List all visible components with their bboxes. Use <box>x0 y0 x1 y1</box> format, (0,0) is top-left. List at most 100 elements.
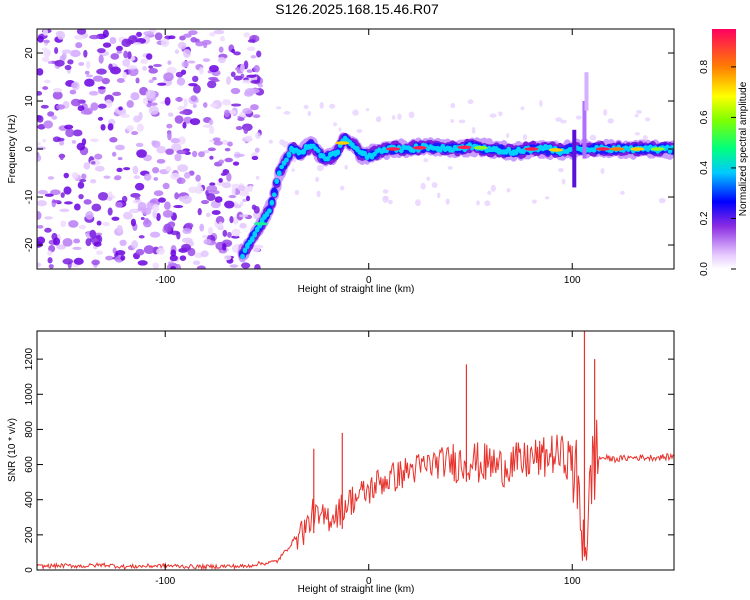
heatmap-cell <box>179 255 187 261</box>
heatmap-cell <box>37 211 42 220</box>
heatmap-cell <box>115 201 123 208</box>
y-tick-label: 1200 <box>24 348 35 371</box>
heatmap-cell <box>63 172 70 179</box>
heatmap-cell <box>138 111 143 121</box>
heatmap-cell <box>187 247 196 257</box>
heatmap-cell <box>81 173 87 180</box>
heatmap-cell <box>64 124 74 130</box>
heatmap-cell <box>192 75 199 83</box>
heatmap-cell <box>208 64 219 73</box>
heatmap-cell <box>572 129 577 188</box>
heatmap-cell <box>192 260 201 266</box>
heatmap-cell <box>134 182 145 191</box>
heatmap-cell <box>70 98 82 107</box>
heatmap-cell <box>283 111 291 115</box>
heatmap-cell <box>102 29 109 38</box>
heatmap-cell <box>54 47 59 54</box>
heatmap-cell <box>181 195 192 204</box>
heatmap-cell <box>42 29 48 36</box>
heatmap-cell <box>162 209 174 218</box>
heatmap-cell <box>162 182 170 190</box>
heatmap-cell <box>118 106 123 111</box>
heatmap-cell <box>97 103 107 109</box>
heatmap-cell <box>252 231 258 238</box>
heatmap-cell <box>489 113 497 118</box>
heatmap-cell <box>37 262 41 268</box>
heatmap-cell <box>250 79 261 84</box>
heatmap-cell <box>505 133 510 139</box>
heatmap-cell <box>420 182 426 190</box>
heatmap-cell <box>57 30 66 40</box>
heatmap-cell <box>203 238 212 245</box>
heatmap-cell <box>91 259 100 266</box>
heatmap-cell <box>242 198 248 202</box>
heatmap-cell <box>471 127 476 134</box>
y-tick-label: -20 <box>24 237 35 252</box>
heatmap-cell <box>365 108 370 112</box>
x-tick-label: 0 <box>366 576 372 587</box>
heatmap-cell <box>94 165 105 172</box>
heatmap-cell <box>237 185 246 192</box>
heatmap-cell <box>148 79 154 84</box>
heatmap-cell <box>256 50 262 58</box>
heatmap-cell <box>79 178 87 183</box>
heatmap-cell <box>558 168 564 173</box>
heatmap-cell <box>426 176 431 182</box>
heatmap-cell <box>506 188 511 193</box>
heatmap-cell <box>242 247 248 254</box>
heatmap-cell <box>102 221 110 227</box>
heatmap-cell <box>88 90 99 96</box>
heatmap-cell <box>386 147 401 151</box>
heatmap-cell <box>91 203 102 212</box>
heatmap-cell <box>126 100 134 108</box>
heatmap-cell <box>476 200 480 206</box>
heatmap-cell <box>344 164 348 170</box>
heatmap-cell <box>170 266 176 269</box>
y-tick-label: 0 <box>24 567 35 573</box>
heatmap-cell <box>166 80 173 85</box>
heatmap-cell <box>128 67 139 77</box>
heatmap-cell <box>307 111 312 117</box>
heatmap-cell <box>240 253 245 260</box>
heatmap-cell <box>232 216 239 225</box>
heatmap-cell <box>48 264 54 269</box>
heatmap-cell <box>202 58 211 63</box>
heatmap-cell <box>319 102 324 109</box>
heatmap-cell <box>218 221 223 229</box>
heatmap-cell <box>231 48 236 54</box>
heatmap-cell <box>136 31 143 37</box>
heatmap-cell <box>69 89 77 95</box>
heatmap-cell <box>218 159 225 165</box>
heatmap-cell <box>76 142 86 151</box>
colorbar-tick-label: 0.8 <box>699 60 710 74</box>
heatmap-cell <box>224 147 231 152</box>
heatmap-cell <box>238 214 249 218</box>
heatmap-cell <box>62 238 73 247</box>
heatmap-cell <box>116 50 123 54</box>
heatmap-cell <box>158 197 166 203</box>
heatmap-cell <box>71 172 79 180</box>
heatmap-cell <box>209 125 215 135</box>
heatmap-cell <box>77 105 85 112</box>
heatmap-cell <box>84 78 95 87</box>
heatmap-cell <box>595 147 610 151</box>
heatmap-cell <box>56 104 66 110</box>
heatmap-cell <box>98 54 104 64</box>
heatmap-cell <box>157 82 167 86</box>
heatmap-cell <box>575 115 582 120</box>
heatmap-cell <box>198 151 205 158</box>
heatmap-cell <box>188 30 198 36</box>
snr-spikes <box>313 331 596 556</box>
heatmap-cell <box>164 96 171 106</box>
heatmap-cell <box>86 74 94 78</box>
heatmap-cell <box>170 249 177 257</box>
heatmap-cell <box>200 199 210 205</box>
heatmap-cell <box>375 116 382 123</box>
heatmap-cell <box>284 157 289 163</box>
heatmap-cell <box>228 194 237 199</box>
heatmap-cell <box>51 115 58 120</box>
heatmap-cell <box>144 217 150 225</box>
heatmap-cell <box>645 117 651 122</box>
heatmap-cell <box>122 71 127 80</box>
